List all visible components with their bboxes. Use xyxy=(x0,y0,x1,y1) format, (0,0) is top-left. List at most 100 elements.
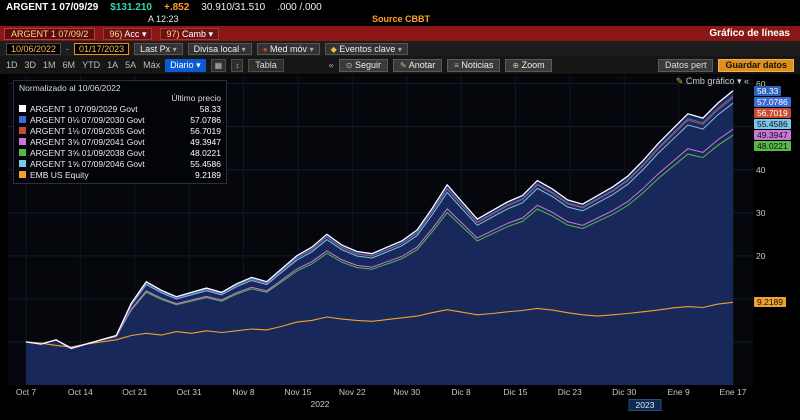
legend-item[interactable]: ARGENT 1 07/09/2029 Govt 58.33 xyxy=(19,103,221,114)
moving-average-dropdown[interactable]: ● Med móv ▾ xyxy=(256,42,320,55)
date-to-input[interactable]: 01/17/2023 xyxy=(74,42,130,55)
y-tick-60: 60 xyxy=(756,78,766,89)
legend-item-name: ARGENT 3⅝ 07/09/2041 Govt xyxy=(30,136,145,147)
edit-menu-number: 97) xyxy=(166,28,180,39)
last-price-badge: 48.0221 xyxy=(754,140,791,151)
chevron-down-icon: ▾ xyxy=(141,28,147,39)
legend-color-chip xyxy=(19,149,26,156)
last-price-badge: 55.4586 xyxy=(754,118,791,129)
action-noticias-button[interactable]: ≡ Noticias xyxy=(447,58,501,72)
mov-avg-icon: ● xyxy=(262,44,268,54)
range-tab-1m[interactable]: 1M xyxy=(43,60,56,70)
action-anotar-button[interactable]: ✎ Anotar xyxy=(393,58,443,72)
x-tick-label: Dic 8 xyxy=(451,387,471,397)
legend-item[interactable]: EMB US Equity 9.2189 xyxy=(19,169,221,180)
x-tick-label: Oct 7 xyxy=(15,387,37,397)
security-field[interactable]: ARGENT 1 07/09/2 xyxy=(4,27,96,40)
y-tick-20: 20 xyxy=(756,250,766,261)
edit-menu-label: Camb xyxy=(182,28,207,39)
last-price-badge: 56.7019 xyxy=(754,107,791,118)
collapse-icon[interactable]: « xyxy=(743,76,749,86)
axis-toggle-button[interactable]: ↕ xyxy=(231,58,244,72)
quote-bar: ARGENT 1 07/09/29 $131.210 +.852 30.910/… xyxy=(0,0,800,14)
legend-item[interactable]: ARGENT 1⅝ 07/09/2046 Govt 55.4586 xyxy=(19,158,221,169)
range-bar: 1D 3D 1M 6M YTD 1A 5A Máx Diario ▾ ▦ ↕ Tabla « … xyxy=(0,56,800,74)
anotar-icon: ✎ xyxy=(400,60,407,70)
x-tick-label: Dic 15 xyxy=(503,387,528,397)
legend-item[interactable]: ARGENT 3⅝ 07/09/2041 Govt 49.3947 xyxy=(19,136,221,147)
x-tick-label: Nov 8 xyxy=(232,387,255,397)
legend-item-name: ARGENT 1⅝ 07/09/2046 Govt xyxy=(30,158,145,169)
quote-price: $131.210 xyxy=(110,2,152,13)
x-tick-label: Nov 30 xyxy=(393,387,421,397)
legend-item-name: ARGENT 0⅛ 07/09/2030 Govt xyxy=(30,114,145,125)
chevron-down-icon: ▾ xyxy=(397,44,402,54)
date-separator: - xyxy=(66,43,70,54)
legend-item-value: 58.33 xyxy=(199,103,221,114)
legend-item-value: 9.2189 xyxy=(195,169,221,180)
right-buttons: Datos pert Guardar datos xyxy=(657,58,794,72)
range-tab-1d[interactable]: 1D xyxy=(6,60,18,70)
price-field-dropdown[interactable]: Last Px ▾ xyxy=(134,42,183,55)
page-title: Gráfico de líneas xyxy=(709,28,790,39)
x-tick-label: Ene 17 xyxy=(719,387,747,397)
updown-icon: ↕ xyxy=(235,60,240,70)
table-button[interactable]: Tabla xyxy=(248,58,284,72)
legend-color-chip xyxy=(19,116,26,123)
quote-time: A 12:23 xyxy=(148,14,179,24)
x-axis-years: 2022 2023 xyxy=(8,399,753,412)
action-seguir-button[interactable]: ⊙ Seguir xyxy=(338,58,388,72)
currency-dropdown[interactable]: Divisa local ▾ xyxy=(187,42,252,55)
date-from-input[interactable]: 10/06/2022 xyxy=(6,42,62,55)
legend-item-value: 57.0786 xyxy=(190,114,221,125)
pencil-icon: ✎ xyxy=(675,76,684,86)
legend-color-chip xyxy=(19,171,26,178)
last-price-badge: 57.0786 xyxy=(754,96,791,107)
legend-item[interactable]: ARGENT 1⅛ 07/09/2035 Govt 56.7019 xyxy=(19,125,221,136)
quote-bid-ask: 30.910/31.510 xyxy=(201,2,266,13)
actions-menu[interactable]: 96) Acc ▾ xyxy=(103,27,153,40)
x-tick-label: Nov 22 xyxy=(338,387,366,397)
range-tab-ytd[interactable]: YTD xyxy=(82,60,101,70)
x-tick-label: Dic 30 xyxy=(612,387,637,397)
legend-item-value: 55.4586 xyxy=(190,158,221,169)
legend-item-name: ARGENT 1 07/09/2029 Govt xyxy=(30,103,138,114)
year-label-2022: 2022 xyxy=(310,399,330,409)
menu-bar: ARGENT 1 07/09/2 96) Acc ▾ 97) Camb ▾ Gr… xyxy=(0,26,800,41)
edit-chart-control[interactable]: ✎ Cmb gráfico ▾ « xyxy=(676,76,749,87)
action-zoom-button[interactable]: ⊕ Zoom xyxy=(505,58,552,72)
x-tick-label: Oct 14 xyxy=(67,387,93,397)
save-data-button[interactable]: Guardar datos xyxy=(718,58,794,72)
x-tick-label: Oct 21 xyxy=(122,387,148,397)
x-tick-label: Oct 31 xyxy=(176,387,202,397)
year-label-2023: 2023 xyxy=(628,399,662,411)
legend-item[interactable]: ARGENT 3⅝ 01/09/2038 Govt 48.0221 xyxy=(19,147,221,158)
period-label: Diario xyxy=(170,59,194,70)
range-tab-máx[interactable]: Máx xyxy=(143,60,161,70)
price-field-label: Last Px xyxy=(140,43,171,54)
range-tab-5a[interactable]: 5A xyxy=(125,60,137,70)
chart-area[interactable]: ✎ Cmb gráfico ▾ « Normalizado al 10/06/2… xyxy=(8,75,753,385)
noticias-icon: ≡ xyxy=(454,60,459,70)
quote-source: Source CBBT xyxy=(372,14,431,24)
legend-item[interactable]: ARGENT 0⅛ 07/09/2030 Govt 57.0786 xyxy=(19,114,221,125)
range-tabs: 1D 3D 1M 6M YTD 1A 5A Máx xyxy=(6,60,160,70)
last-price-badge: 49.3947 xyxy=(754,129,791,140)
y-tick-40: 40 xyxy=(756,164,766,175)
range-tab-3d[interactable]: 3D xyxy=(24,60,37,70)
edit-menu[interactable]: 97) Camb ▾ xyxy=(160,27,220,40)
chart-legend: Normalizado al 10/06/2022 Último precio … xyxy=(13,80,227,184)
range-tab-1a[interactable]: 1A xyxy=(107,60,119,70)
add-data-button[interactable]: Datos pert xyxy=(657,58,714,72)
key-events-dropdown[interactable]: ◆ Eventos clave ▾ xyxy=(324,42,408,55)
x-tick-label: Ene 9 xyxy=(667,387,690,397)
collapse-icon[interactable]: « xyxy=(328,60,334,70)
actions-menu-number: 96) xyxy=(109,28,123,39)
range-tab-6m[interactable]: 6M xyxy=(62,60,76,70)
chevron-down-icon: ▾ xyxy=(309,44,314,54)
zoom-icon: ⊕ xyxy=(512,60,520,70)
chart-style-button[interactable]: ▦ xyxy=(210,58,227,72)
legend-color-chip xyxy=(19,127,26,134)
period-dropdown[interactable]: Diario ▾ xyxy=(165,58,206,72)
